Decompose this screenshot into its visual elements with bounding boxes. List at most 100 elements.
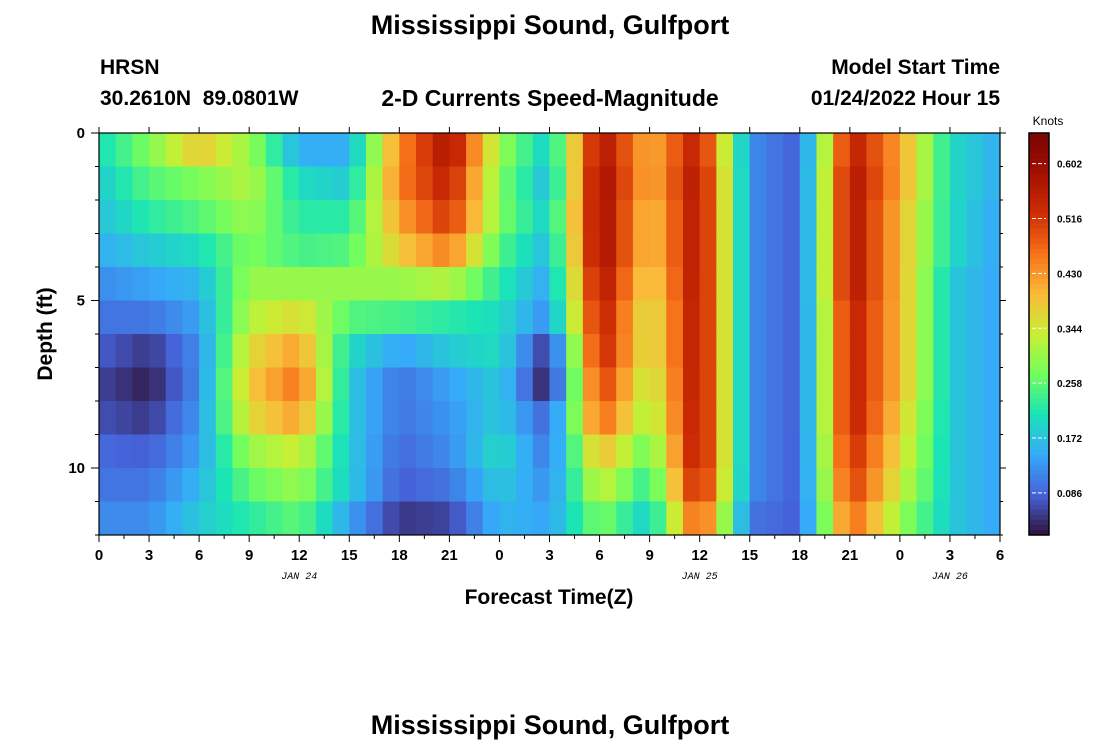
heatmap-cell (766, 501, 784, 536)
heatmap-cell (232, 501, 250, 536)
heatmap-cell (783, 334, 801, 368)
heatmap-cell (883, 434, 901, 469)
x-tick-label: 3 (545, 547, 553, 564)
heatmap-cell (332, 334, 350, 368)
heatmap-cell (449, 367, 467, 402)
heatmap-cell (99, 401, 117, 435)
heatmap-cell (182, 501, 200, 536)
colorbar-segment (1029, 303, 1049, 310)
heatmap-cell (432, 300, 450, 335)
heatmap-cell (866, 434, 884, 469)
colorbar-segment (1029, 243, 1049, 250)
heatmap-cell (232, 233, 250, 268)
heatmap-cell (516, 133, 534, 167)
colorbar-segment (1029, 228, 1049, 234)
heatmap-cell (833, 401, 851, 435)
heatmap-cell (716, 233, 734, 268)
colorbar-segment (1029, 143, 1049, 149)
colorbar-tick-label: 0.430 (1057, 269, 1082, 280)
colorbar-segment (1029, 394, 1049, 400)
heatmap-cell (99, 434, 117, 469)
heatmap-cell (666, 233, 684, 268)
heatmap-cell (866, 468, 884, 502)
heatmap-cell (599, 468, 617, 502)
heatmap-cell (182, 367, 200, 402)
heatmap-cell (632, 501, 651, 536)
heatmap-cell (682, 434, 701, 469)
heatmap-cell (616, 401, 634, 435)
heatmap-cell (966, 200, 984, 234)
heatmap-cell (783, 133, 801, 167)
heatmap-cell (499, 166, 517, 201)
chart-subtitle: 2-D Currents Speed-Magnitude (381, 85, 719, 111)
heatmap-cell (599, 434, 617, 469)
heatmap-cell (165, 334, 183, 368)
heatmap-cell (499, 434, 517, 469)
heatmap-cell (215, 133, 233, 167)
heatmap-cell (799, 367, 817, 402)
heatmap-cell (282, 200, 300, 234)
heatmap-cell (933, 166, 951, 201)
heatmap-cell (149, 200, 167, 234)
heatmap-cell (766, 468, 784, 502)
heatmap-cell (933, 233, 951, 268)
heatmap-cell (332, 267, 350, 301)
heatmap-cell (599, 233, 617, 268)
x-tick-label: 0 (896, 547, 904, 564)
colorbar-segment (1029, 238, 1049, 245)
heatmap-cell (582, 233, 600, 268)
heatmap-cell (115, 468, 133, 502)
x-tick-label: 21 (441, 547, 458, 564)
heatmap-cell (399, 401, 417, 435)
heatmap-cell (315, 133, 333, 167)
heatmap-cell (449, 468, 467, 502)
heatmap-cell (733, 434, 751, 469)
heatmap-cell (466, 200, 484, 234)
heatmap-cell (115, 334, 133, 368)
heatmap-cell (549, 133, 567, 167)
heatmap-cell (682, 166, 701, 201)
heatmap-cell (432, 267, 450, 301)
heatmap-cell (899, 300, 917, 335)
heatmap-cell (549, 501, 567, 536)
heatmap-cell (849, 233, 867, 268)
heatmap-cell (849, 401, 867, 435)
colorbar-segment (1029, 519, 1049, 526)
heatmap-cell (699, 501, 717, 536)
heatmap-cell (666, 133, 684, 167)
heatmap-cell (716, 200, 734, 234)
heatmap-cell (766, 300, 784, 335)
heatmap-cell (682, 468, 701, 502)
heatmap-cell (149, 267, 167, 301)
heatmap-cell (499, 334, 517, 368)
heatmap-cell (299, 468, 317, 502)
heatmap-cell (699, 300, 717, 335)
heatmap-cell (716, 401, 734, 435)
heatmap-cell (666, 267, 684, 301)
heatmap-cell (299, 501, 317, 536)
heatmap-cell (265, 300, 283, 335)
heatmap-cell (215, 233, 233, 268)
heatmap-cell (432, 468, 450, 502)
heatmap-cell (499, 233, 517, 268)
colorbar-segment (1029, 464, 1049, 471)
heatmap-cell (232, 200, 250, 234)
heatmap-cell (315, 300, 333, 335)
heatmap-cell (916, 133, 934, 167)
colorbar-segment (1029, 359, 1049, 365)
heatmap-cell (132, 133, 150, 167)
x-tick-label: 21 (841, 547, 858, 564)
heatmap-cell (432, 367, 450, 402)
colorbar-segment (1029, 419, 1049, 425)
heatmap-cell (432, 200, 450, 234)
heatmap-cell (816, 434, 834, 469)
heatmap-cell (182, 233, 200, 268)
heatmap-cell (466, 133, 484, 167)
heatmap-cell (883, 233, 901, 268)
heatmap-cell (949, 434, 968, 469)
heatmap-cell (649, 300, 667, 335)
heatmap-cell (332, 367, 350, 402)
heatmap-cell (733, 300, 751, 335)
heatmap-cell (549, 434, 567, 469)
